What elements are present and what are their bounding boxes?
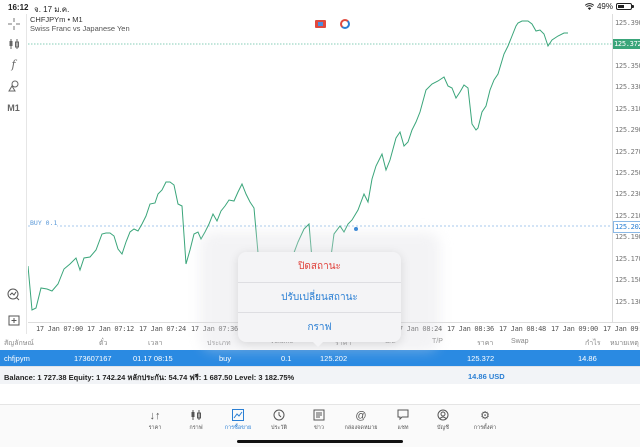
price-tick: 125.190	[615, 233, 640, 241]
buy-line-label: BUY 0.1	[30, 219, 58, 227]
bottom-tab-bar: ↓↑ ราคา กราฟ การซื้อขาย ประวัติ ข่าว @ ก…	[0, 404, 640, 447]
position-open-price: 125.202	[320, 354, 348, 363]
tab-news[interactable]: ข่าว	[299, 409, 339, 432]
position-symbol: chfjpym	[4, 354, 30, 363]
time-tick: 17 Jan 07:00	[36, 325, 83, 333]
price-tick: 125.130	[615, 298, 640, 306]
chart-toolbar: f M1	[0, 14, 27, 334]
position-context-menu: ปิดสถานะ ปรับเปลี่ยนสถานะ กราฟ	[238, 252, 401, 342]
chat-icon	[383, 409, 423, 423]
gear-icon: ⚙	[480, 410, 490, 422]
symbol-name: CHFJPYm • M1	[30, 15, 83, 24]
time-tick: 17 Jan 08:24	[395, 325, 442, 333]
price-tick: 125.170	[615, 255, 640, 263]
news-icon	[299, 409, 339, 423]
tab-trade[interactable]: การซื้อขาย	[218, 409, 258, 432]
balance-bar: Balance: 1 727.38 Equity: 1 742.24 หลักป…	[0, 366, 640, 384]
price-tick: 125.210	[615, 212, 640, 220]
tab-account[interactable]: บัญชี	[423, 409, 463, 432]
chart-icon	[176, 409, 216, 423]
battery-icon	[616, 3, 634, 10]
total-profit: 14.86 USD	[468, 372, 505, 381]
account-icon	[423, 409, 463, 423]
tab-settings[interactable]: ⚙ การตั้งค่า	[465, 409, 505, 432]
price-tick: 125.250	[615, 169, 640, 177]
price-tick: 125.150	[615, 276, 640, 284]
col-price: ราคา	[477, 340, 494, 347]
empty-area	[0, 384, 640, 404]
open-price-tag: 125.202	[613, 221, 640, 233]
price-tick: 125.270	[615, 148, 640, 156]
battery-percent: 49%	[596, 2, 613, 11]
price-tick: 125.330	[615, 83, 640, 91]
time-tick: 17 Jan 09:12	[603, 325, 640, 333]
col-profit: กำไร	[585, 340, 601, 347]
time-tick: 17 Jan 07:12	[87, 325, 134, 333]
time-tick: 17 Jan 08:36	[447, 325, 494, 333]
tab-mailbox[interactable]: @ กล่องจดหมาย	[341, 409, 381, 432]
popup-arrow	[312, 341, 324, 347]
position-profit: 14.86	[578, 354, 597, 363]
price-axis: 125.390 125.350 125.330 125.310 125.290 …	[612, 14, 640, 322]
balance-summary: Balance: 1 727.38 Equity: 1 742.24 หลักป…	[4, 373, 295, 382]
history-icon	[259, 409, 299, 423]
home-indicator	[237, 440, 403, 443]
one-click-trading-icon[interactable]	[315, 20, 326, 28]
price-tick: 125.310	[615, 105, 640, 113]
modify-position-button[interactable]: ปรับเปลี่ยนสถานะ	[238, 282, 401, 312]
time-tick: 17 Jan 08:48	[499, 325, 546, 333]
symbol-description: Swiss Franc vs Japanese Yen	[30, 24, 130, 33]
col-ticket: ตั๋ว	[99, 340, 108, 347]
position-time: 01.17 08:15	[133, 354, 173, 363]
status-time: 16:12	[8, 3, 29, 12]
crosshair-icon[interactable]	[0, 18, 27, 33]
position-row[interactable]: chfjpym 173607167 01.17 08:15 buy 0.1 12…	[0, 350, 640, 366]
price-tick: 125.290	[615, 126, 640, 134]
status-date: จ. 17 ม.ค.	[34, 5, 70, 14]
col-open-price: ราคา	[335, 340, 352, 347]
price-tick: 125.230	[615, 190, 640, 198]
trade-icon	[218, 409, 258, 423]
position-ticket: 173607167	[74, 354, 112, 363]
functions-icon[interactable]: f	[11, 58, 16, 71]
mailbox-icon: @	[355, 410, 367, 422]
quotes-icon: ↓↑	[149, 410, 161, 422]
indicators-icon[interactable]	[0, 38, 27, 53]
col-swap: Swap	[511, 338, 529, 345]
tab-quotes[interactable]: ↓↑ ราคา	[135, 409, 175, 432]
col-time: เวลา	[148, 340, 163, 347]
price-tick: 125.390	[615, 19, 640, 27]
col-comment: หมายเหตุ	[610, 340, 639, 347]
position-type: buy	[219, 354, 232, 363]
position-current-price: 125.372	[467, 354, 495, 363]
zoom-chart-icon[interactable]	[0, 288, 27, 304]
tab-chat[interactable]: แชท	[383, 409, 423, 432]
tab-history[interactable]: ประวัติ	[259, 409, 299, 432]
time-tick: 17 Jan 07:36	[191, 325, 238, 333]
current-price-tag: 125.372	[613, 39, 640, 49]
col-symbol: สัญลักษณ์	[4, 340, 34, 347]
col-tp: T/P	[432, 338, 443, 345]
objects-icon[interactable]	[0, 80, 27, 95]
price-tick: 125.350	[615, 62, 640, 70]
trade-levels-icon[interactable]	[340, 19, 350, 29]
wifi-icon	[584, 3, 594, 10]
time-tick: 17 Jan 07:24	[139, 325, 186, 333]
close-position-button[interactable]: ปิดสถานะ	[298, 261, 341, 272]
symbol-title: CHFJPYm • M1 Swiss Franc vs Japanese Yen	[30, 15, 130, 33]
new-order-icon[interactable]	[0, 314, 27, 329]
col-type: ประเภท	[207, 340, 231, 347]
position-volume: 0.1	[281, 354, 292, 363]
timeframe-button[interactable]: M1	[7, 103, 20, 113]
tab-chart[interactable]: กราฟ	[176, 409, 216, 432]
time-tick: 17 Jan 09:00	[551, 325, 598, 333]
status-bar: 16:12 จ. 17 ม.ค. 49%	[0, 0, 640, 14]
chart-button[interactable]: กราฟ	[238, 312, 401, 342]
status-right: 49%	[584, 2, 634, 11]
